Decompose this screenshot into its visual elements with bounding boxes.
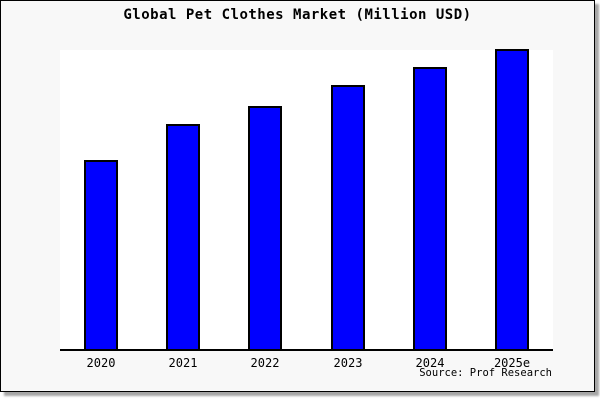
bar-2023 [331,85,365,349]
x-tick-label-2023: 2023 [333,356,363,370]
x-tick-label-2021: 2021 [168,356,198,370]
plot-area [60,49,553,351]
source-credit: Source: Prof Research [419,367,552,379]
bar-2025e [495,49,529,349]
x-tick-label-2020: 2020 [86,356,116,370]
x-tick-label-2025e: 2025e [493,356,531,370]
chart-title: Global Pet Clothes Market (Million USD) [123,7,472,23]
bar-2021 [166,124,200,349]
x-tick-label-2022: 2022 [250,356,280,370]
bar-2020 [84,160,118,349]
bar-2022 [248,106,282,349]
x-tick-label-2024: 2024 [415,356,445,370]
chart-figure: Global Pet Clothes Market (Million USD) … [0,0,595,392]
bar-2024 [413,67,447,349]
